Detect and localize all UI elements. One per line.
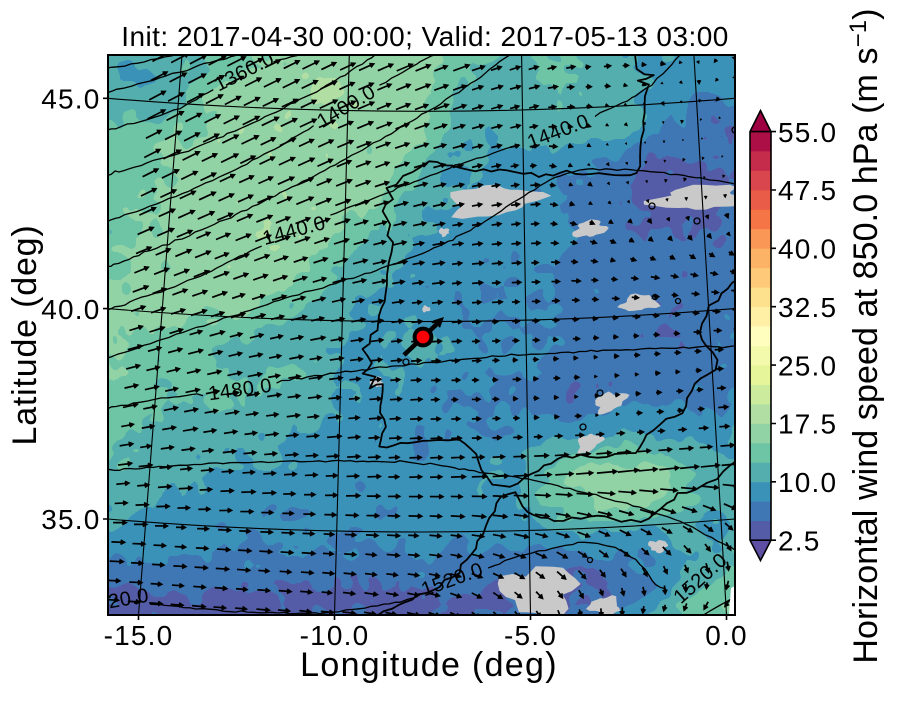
svg-text:-5.0: -5.0 [504,620,557,651]
svg-text:Latitude (deg): Latitude (deg) [6,224,44,445]
svg-text:Longitude (deg): Longitude (deg) [300,646,558,684]
svg-text:2.5: 2.5 [778,525,821,556]
svg-text:17.5: 17.5 [778,409,837,440]
svg-text:40.0: 40.0 [778,234,837,265]
svg-text:32.5: 32.5 [778,292,837,323]
svg-text:Horizontal wind speed at 850.0: Horizontal wind speed at 850.0 hPa (m s−… [845,8,885,663]
svg-text:55.0: 55.0 [778,117,837,148]
svg-text:40.0: 40.0 [41,294,100,325]
svg-text:10.0: 10.0 [778,467,837,498]
svg-text:-15.0: -15.0 [104,620,174,651]
svg-text:25.0: 25.0 [778,350,837,381]
svg-text:Init: 2017-04-30 00:00; Valid:: Init: 2017-04-30 00:00; Valid: 2017-05-1… [121,21,729,52]
svg-text:47.5: 47.5 [778,175,837,206]
svg-text:45.0: 45.0 [41,84,100,115]
svg-text:35.0: 35.0 [41,504,100,535]
svg-text:-10.0: -10.0 [300,620,370,651]
svg-text:0.0: 0.0 [705,620,748,651]
